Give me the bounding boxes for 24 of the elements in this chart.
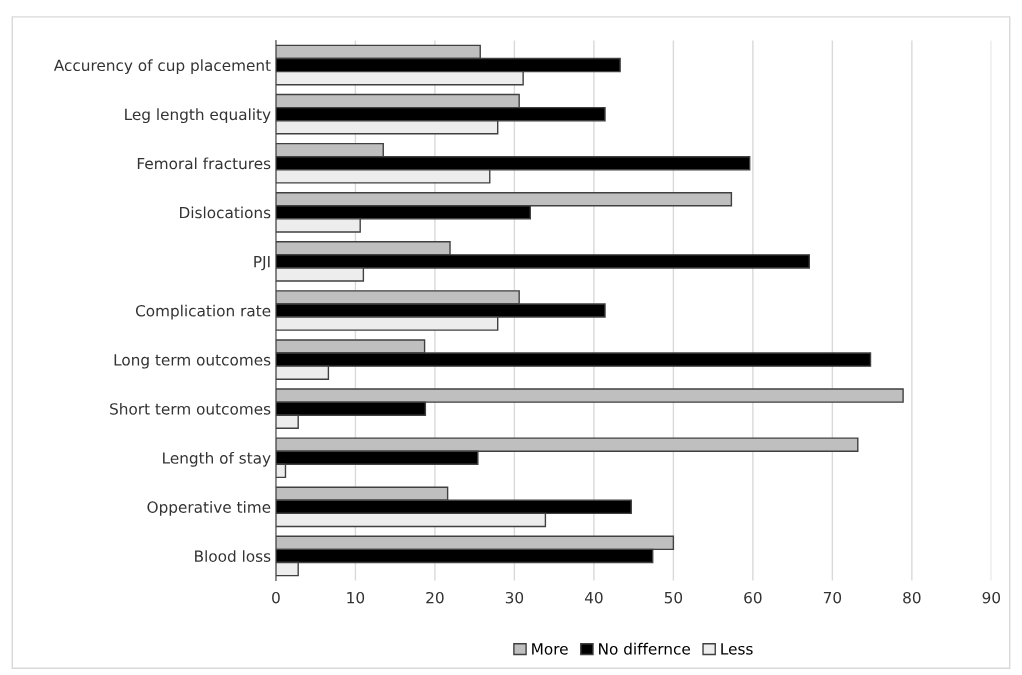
- y-tick-label: Long term outcomes: [114, 354, 271, 369]
- x-tick-label: 90: [982, 591, 1001, 604]
- x-tick-label: 10: [347, 591, 365, 604]
- x-tick-label: 80: [903, 591, 921, 604]
- x-tick-label: 0: [272, 591, 280, 604]
- x-tick-label: 20: [426, 591, 444, 604]
- y-tick-label: Accurency of cup placement: [53, 59, 271, 75]
- y-tick-label: Complication rate: [135, 304, 271, 320]
- legend-label: More: [532, 643, 568, 655]
- x-tick-label: 40: [584, 591, 603, 604]
- y-tick-label: Femoral fractures: [137, 157, 271, 170]
- y-tick-label: PJI: [254, 256, 270, 271]
- y-tick-label: Short term outcomes: [110, 402, 271, 415]
- x-tick-label: 60: [744, 591, 762, 604]
- x-tick-label: 30: [505, 591, 524, 604]
- y-tick-label: Length of stay: [163, 451, 271, 467]
- y-tick-label: Blood loss: [195, 550, 271, 562]
- y-tick-label: Dislocations: [180, 206, 271, 219]
- y-tick-label: Leg length equality: [125, 108, 271, 124]
- legend-label: No differnce: [599, 642, 690, 655]
- x-tick-label: 70: [823, 591, 842, 604]
- legend-label: Less: [721, 643, 753, 655]
- x-tick-label: 50: [664, 591, 683, 604]
- y-tick-label: Opperative time: [147, 501, 271, 516]
